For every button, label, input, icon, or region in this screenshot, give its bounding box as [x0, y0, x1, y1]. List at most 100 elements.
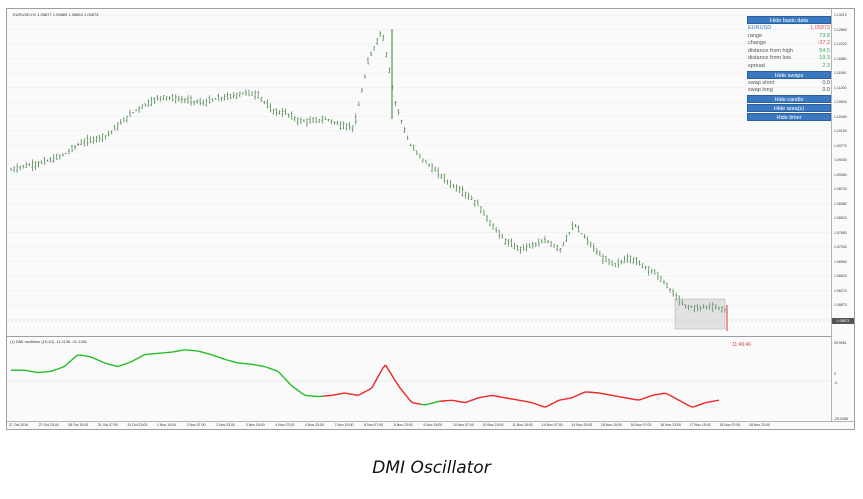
time-tick-label: 9 Nov 15:00: [423, 423, 443, 427]
oscillator-segment: [551, 401, 556, 405]
oscillator-segment: [360, 391, 364, 395]
oscillator-segment: [669, 394, 673, 398]
spread-row: spread 2.3: [747, 63, 831, 71]
oscillator-segment: [70, 357, 75, 362]
oscillator-segment: [470, 399, 474, 402]
price-tick-label: 1.06270: [834, 288, 847, 293]
oscillator-segment: [366, 388, 370, 392]
oscillator-segment: [98, 359, 102, 363]
oscillator-segment: [395, 382, 400, 388]
oscillator-segment: [538, 404, 542, 407]
distance-high-label: distance from high: [748, 47, 793, 54]
oscillator-segment: [532, 402, 537, 405]
swap-long-row: swap long 0.0: [747, 87, 831, 95]
oscillator-segment: [275, 370, 280, 373]
oscillator-segment: [262, 365, 266, 368]
oscillator-segment: [535, 403, 539, 406]
oscillator-segment: [549, 403, 553, 406]
time-tick-label: 14 Nov 23:00: [571, 423, 593, 427]
oscillator-segment: [642, 397, 646, 400]
oscillator-segment: [702, 402, 706, 405]
time-tick-label: 3 Nov 15:00: [245, 423, 265, 427]
spread-value: 2.3: [822, 62, 830, 69]
oscillator-segment: [429, 402, 433, 405]
oscillator-segment: [100, 360, 105, 364]
price-chart-pane[interactable]: EURUSD,H1 1.05877 1.05889 1.05864 1.0587…: [7, 9, 831, 348]
time-tick-label: 2 Nov 23:00: [216, 423, 236, 427]
oscillator-segment: [224, 358, 228, 361]
oscillator-segment: [106, 362, 110, 365]
oscillator-segment: [90, 356, 94, 359]
chart-window[interactable]: EURUSD,H1 1.05877 1.05889 1.05864 1.0587…: [6, 8, 855, 430]
price-axis[interactable]: 1.13210 1.12560 1.12220 1.11880 1.11540 1.112…: [831, 9, 856, 421]
oscillator-segment: [475, 397, 479, 400]
oscillator-segment: [683, 402, 687, 405]
oscillator-segment: [51, 369, 55, 372]
price-tick-label: 1.13210: [834, 13, 847, 17]
change-row: change -37.2: [747, 40, 831, 48]
hide-swaps-button[interactable]: Hide swaps: [747, 70, 831, 79]
range-row: range 73.8: [747, 33, 831, 41]
oscillator-segment: [664, 392, 668, 395]
time-tick-label: 18 Nov 23:00: [749, 423, 770, 427]
price-tick-label: 1.07330: [834, 245, 847, 249]
oscillator-segment: [393, 377, 398, 383]
oscillator-segment: [647, 395, 651, 398]
dmi-oscillator-chart: [7, 349, 831, 408]
oscillator-segment: [278, 371, 283, 376]
osc-tick-label: 0: [834, 372, 836, 376]
oscillator-segment: [530, 401, 534, 404]
oscillator-segment: [218, 356, 222, 359]
time-tick-label: 8 Nov 23:00: [393, 423, 413, 427]
oscillator-segment: [677, 399, 682, 402]
oscillator-segment: [573, 395, 578, 398]
oscillator-segment: [387, 369, 392, 375]
oscillator-segment: [59, 366, 64, 369]
oscillator-segment: [136, 356, 140, 360]
hide-timer-button[interactable]: Hide timer: [747, 112, 831, 121]
time-tick-label: 2 Nov 07:00: [186, 423, 206, 427]
time-tick-label: 15 Nov 15:00: [601, 423, 622, 427]
time-tick-label: 4 Nov 07:00: [275, 423, 295, 427]
oscillator-segment: [650, 394, 654, 397]
price-tick-label: 1.12220: [834, 42, 847, 46]
time-axis[interactable]: 27 Oct 2016 27 Oct 23:00 28 Oct 15:00 31 Oc…: [7, 421, 855, 431]
price-tick-label: 1.09060: [834, 172, 847, 177]
oscillator-segment: [196, 350, 200, 353]
distance-low-label: distance from low: [748, 55, 791, 62]
oscillator-segment: [286, 380, 291, 385]
distance-high-row: distance from high 54.5: [747, 48, 831, 56]
time-tick-label: 10 Nov 23:00: [482, 423, 504, 427]
oscillator-segment: [130, 359, 135, 363]
oscillator-segment: [363, 390, 367, 394]
hide-candle-button[interactable]: Hide candle: [747, 94, 831, 103]
oscillator-segment: [401, 389, 406, 395]
oscillator-segment: [73, 355, 78, 359]
price-tick-label: 1.08020: [834, 216, 847, 220]
price-tick-label: 1.12560: [834, 27, 847, 32]
oscillator-segment: [699, 403, 703, 406]
hide-basic-data-button[interactable]: Hide basic data: [747, 16, 831, 24]
oscillator-segment: [579, 392, 583, 396]
time-tick-label: 27 Oct 2016: [9, 423, 29, 427]
oscillator-segment: [267, 367, 271, 370]
oscillator-segment: [373, 377, 378, 384]
time-tick-label: 8 Nov 07:00: [364, 423, 384, 427]
oscillator-segment: [210, 353, 214, 356]
oscillator-segment: [644, 396, 649, 399]
oscillator-segment: [582, 391, 586, 394]
time-tick-label: 4 Nov 23:00: [305, 423, 324, 427]
oscillator-segment: [639, 398, 643, 401]
hide-areas-button[interactable]: Hide area(s): [747, 103, 831, 112]
price-tick-label: 1.11880: [834, 56, 847, 61]
time-tick-label: 11 Nov 15:00: [512, 423, 533, 427]
oscillator-segment: [705, 401, 709, 404]
time-tick-label: 27 Oct 23:00: [38, 423, 59, 427]
swap-short-label: swap short: [748, 79, 775, 86]
oscillator-segment: [65, 362, 69, 367]
oscillator-segment: [357, 393, 362, 396]
oscillator-segment: [76, 354, 80, 357]
oscillator-segment: [111, 364, 116, 367]
swap-long-value: 0.0: [822, 87, 830, 94]
oscillator-pane[interactable]: (1) DMI oscillator (10,10) -11.1136 -11.…: [7, 336, 831, 422]
